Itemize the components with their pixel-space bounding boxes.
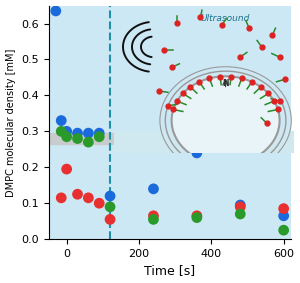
Point bbox=[108, 217, 112, 222]
Point bbox=[97, 201, 102, 205]
Point bbox=[75, 136, 80, 141]
Point bbox=[238, 212, 243, 216]
Bar bbox=[114, 131, 294, 153]
Point bbox=[53, 9, 58, 13]
Point bbox=[281, 214, 286, 218]
Text: N: N bbox=[222, 79, 229, 88]
Point bbox=[86, 196, 91, 200]
Point bbox=[194, 151, 199, 155]
Y-axis label: DMPC molecular density [mM]: DMPC molecular density [mM] bbox=[6, 48, 16, 197]
Point bbox=[86, 131, 91, 135]
Point bbox=[281, 228, 286, 232]
Point bbox=[97, 131, 102, 135]
Point bbox=[108, 205, 112, 209]
Point bbox=[86, 140, 91, 144]
Circle shape bbox=[172, 76, 280, 165]
Point bbox=[59, 196, 64, 200]
Bar bbox=[49, 133, 291, 144]
Point bbox=[97, 134, 102, 139]
Point bbox=[64, 129, 69, 134]
Point bbox=[64, 134, 69, 139]
Point bbox=[59, 129, 64, 134]
Point bbox=[75, 131, 80, 135]
Point bbox=[151, 217, 156, 222]
Point bbox=[194, 214, 199, 218]
Point bbox=[151, 186, 156, 191]
Point bbox=[108, 194, 112, 198]
Point bbox=[75, 192, 80, 196]
Point bbox=[194, 215, 199, 220]
Text: Ultrasound: Ultrasound bbox=[201, 14, 250, 23]
Point bbox=[238, 203, 243, 207]
Point bbox=[59, 118, 64, 123]
X-axis label: Time [s]: Time [s] bbox=[144, 264, 195, 277]
Point bbox=[281, 206, 286, 211]
Point bbox=[238, 205, 243, 209]
Point bbox=[151, 214, 156, 218]
Point bbox=[64, 167, 69, 171]
